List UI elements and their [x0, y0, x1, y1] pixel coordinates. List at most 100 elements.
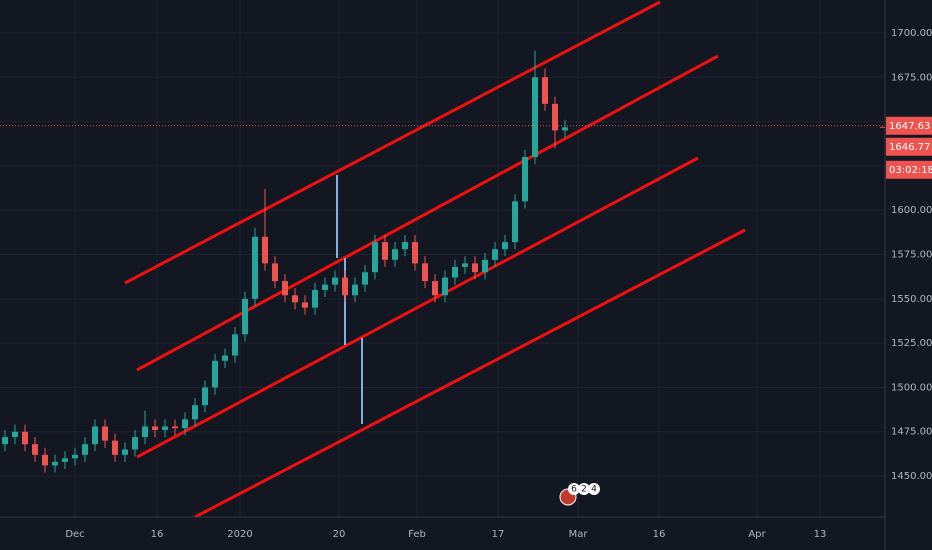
candle-body — [272, 263, 278, 282]
price-label-box — [886, 116, 932, 135]
candle-body — [302, 302, 308, 308]
candle-body — [182, 419, 188, 429]
candle-body — [102, 426, 108, 441]
candle-body — [212, 360, 218, 388]
candle-body — [72, 454, 78, 459]
candle-body — [92, 426, 98, 445]
badge-bubble — [588, 483, 600, 495]
candle-body — [332, 277, 338, 285]
candle-body — [382, 242, 388, 260]
price-label: 1646.77 — [889, 142, 930, 153]
price-label-box — [886, 137, 932, 156]
price-label: 1647.63 — [889, 121, 930, 132]
x-tick-label: 13 — [814, 529, 827, 540]
x-tick-label: Apr — [748, 529, 766, 540]
candles — [2, 50, 568, 473]
x-tick-label: Dec — [65, 529, 84, 540]
price-label: 03:02:18 — [889, 165, 932, 176]
candle-body — [62, 458, 68, 462]
x-tick-label: Feb — [408, 529, 426, 540]
grid — [0, 0, 885, 517]
candle-body — [192, 405, 198, 420]
candle-body — [312, 289, 318, 308]
x-tick-label: 17 — [492, 529, 505, 540]
candle-body — [242, 298, 248, 335]
candle-body — [42, 454, 48, 466]
candle-body — [32, 444, 38, 455]
candle-body — [152, 426, 158, 430]
candle-body — [262, 236, 268, 264]
candle-body — [162, 426, 168, 430]
candle-body — [562, 127, 568, 131]
channel-line — [124, 0, 661, 285]
event-badge[interactable]: 6 2 4 — [559, 483, 600, 506]
candle-body — [512, 201, 518, 243]
candle-body — [142, 426, 148, 438]
candle-body — [322, 284, 328, 290]
y-tick-label: 1550.00 — [891, 294, 932, 305]
candle-body — [352, 284, 358, 296]
candle-body — [502, 242, 508, 250]
candle-body — [292, 295, 298, 303]
candle-body — [2, 437, 8, 445]
candle-body — [432, 281, 438, 296]
candle-body — [252, 236, 258, 299]
candle-body — [12, 431, 18, 438]
candle-body — [362, 272, 368, 285]
candle-body — [452, 266, 458, 278]
candle-body — [392, 249, 398, 260]
candle-body — [232, 334, 238, 356]
candle-body — [522, 157, 528, 202]
y-tick-label: 1450.00 — [891, 471, 932, 482]
x-tick-label: Mar — [569, 529, 589, 540]
badge-bubble — [578, 483, 590, 495]
x-tick-label: 16 — [151, 529, 164, 540]
candle-body — [482, 259, 488, 273]
price-label-box — [886, 160, 932, 179]
candle-body — [412, 242, 418, 264]
y-tick-label: 1700.00 — [891, 28, 932, 39]
candle-body — [122, 449, 128, 455]
candle-body — [472, 263, 478, 273]
badge-count: 6 — [571, 485, 577, 495]
candle-body — [342, 277, 348, 296]
badge-count: 4 — [591, 485, 597, 495]
candle-body — [552, 103, 558, 131]
candle-body — [402, 242, 408, 250]
candle-body — [112, 440, 118, 455]
candle-body — [422, 263, 428, 282]
candle-body — [532, 77, 538, 158]
candle-body — [132, 437, 138, 450]
candle-body — [222, 355, 228, 361]
time-axis — [0, 517, 885, 550]
candle-body — [52, 461, 58, 466]
y-tick-label: 1600.00 — [891, 205, 932, 216]
axes: 1450.00 1475.00 1500.00 1525.00 1550.00 1575.… — [0, 28, 932, 540]
candle-body — [22, 431, 28, 445]
drawings — [124, 0, 746, 519]
y-tick-label: 1525.00 — [891, 338, 932, 349]
y-tick-label: 1675.00 — [891, 72, 932, 83]
x-tick-label: 2020 — [227, 529, 252, 540]
candle-body — [492, 249, 498, 260]
candle-body — [372, 242, 378, 273]
channel-line — [194, 228, 746, 519]
y-tick-label: 1475.00 — [891, 427, 932, 438]
y-tick-label: 1500.00 — [891, 382, 932, 393]
x-tick-label: 20 — [333, 529, 346, 540]
y-tick-label: 1575.00 — [891, 250, 932, 261]
candle-body — [282, 281, 288, 296]
candle-body — [202, 387, 208, 406]
candle-body — [542, 77, 548, 104]
candle-body — [172, 426, 178, 429]
badge-bubble — [568, 483, 580, 495]
candle-body — [82, 444, 88, 455]
badge-count: 2 — [581, 485, 587, 495]
price-axis — [885, 0, 932, 550]
channel-line — [136, 54, 719, 372]
x-tick-label: 16 — [653, 529, 666, 540]
channel-line — [136, 156, 699, 459]
candle-body — [442, 277, 448, 296]
